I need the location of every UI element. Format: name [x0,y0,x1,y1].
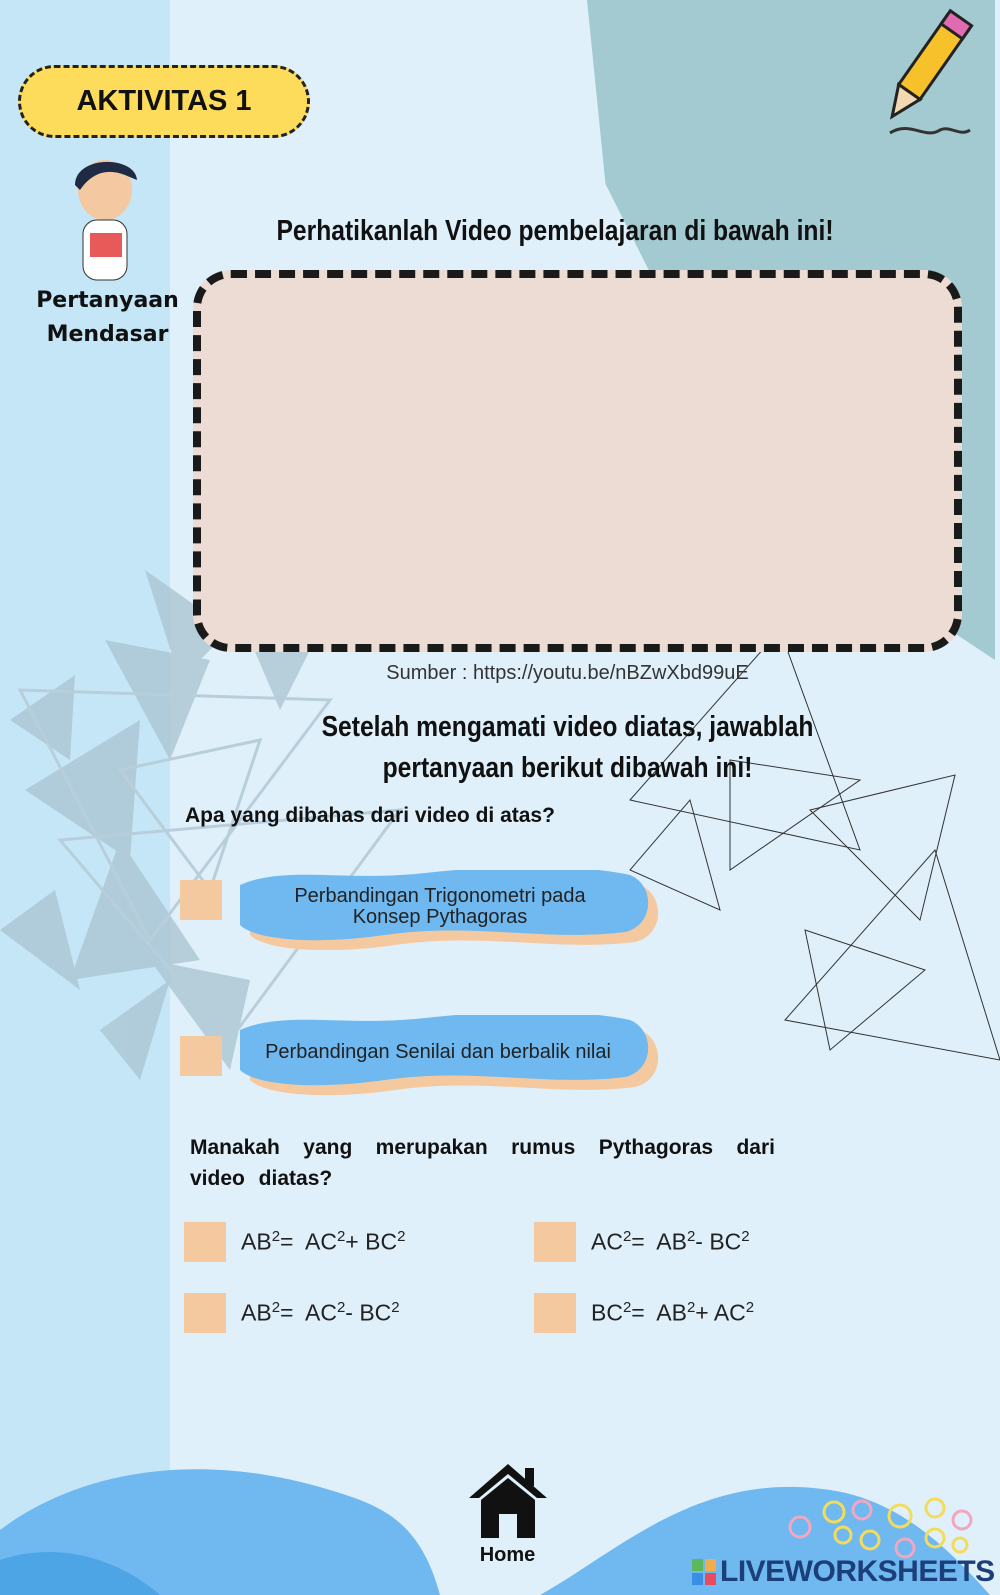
term: AB [656,1228,687,1255]
exponent: 2 [336,1299,346,1316]
exponent: 2 [745,1299,755,1316]
term: AB [241,1228,272,1255]
question-2: Manakah yang merupakan rumus Pythagoras … [190,1136,775,1190]
term: AB [241,1299,272,1326]
operator: - [345,1299,353,1326]
liveworksheets-logo: LIVEWORKSHEETS [692,1555,995,1589]
equals: = [631,1228,645,1255]
instruction-heading: Setelah mengamati video diatas, jawablah… [321,711,814,784]
answer-checkbox-2[interactable] [180,1036,222,1076]
equals: = [280,1228,294,1255]
term: AC [304,1228,337,1255]
term: AC [591,1228,623,1255]
term: AC [304,1299,337,1326]
operator: - [695,1228,703,1255]
exponent: 2 [391,1299,400,1316]
option-1-label[interactable]: Perbandingan Trigonometri pada Konsep Py… [294,885,586,928]
exponent: 2 [622,1228,632,1245]
term: BC [359,1299,392,1326]
operator: + [695,1299,709,1326]
video-source: Sumber : https://youtu.be/nBZwXbd99uE [386,662,749,684]
video-player[interactable] [193,270,962,652]
logo-text: LIVEWORKSHEETS [720,1555,995,1588]
formula-checkbox-3[interactable] [184,1293,226,1333]
equals: = [280,1299,294,1326]
activity-badge: AKTIVITAS 1 [18,65,310,138]
exponent: 2 [741,1228,750,1245]
sidebar-label: Pertanyaan Mendasar [36,288,179,347]
option-bubble [240,1015,659,1095]
exponent: 2 [271,1299,281,1316]
home-icon [468,1464,547,1538]
option-bubble [240,870,659,950]
formula-option-4[interactable]: BC2= AB2+ AC2 [591,1299,754,1327]
exponent: 2 [271,1228,281,1245]
pencil-icon [889,8,974,135]
operator: + [345,1228,359,1255]
home-label: Home [479,1544,536,1566]
term: AB [656,1299,687,1326]
formula-option-2[interactable]: AC2= AB2- BC2 [591,1228,750,1256]
option-2-label[interactable]: Perbandingan Senilai dan berbalik nilai [265,1041,611,1063]
logo-mark-icon [692,1559,716,1585]
term: BC [591,1299,623,1326]
formula-checkbox-4[interactable] [534,1293,576,1333]
formula-option-3[interactable]: AB2= AC2- BC2 [241,1299,400,1327]
question-1: Apa yang dibahas dari video di atas? [185,804,555,827]
term: BC [709,1228,742,1255]
exponent: 2 [397,1228,406,1245]
exponent: 2 [336,1228,346,1245]
home-button[interactable]: Home [465,1462,550,1567]
bottom-waves [0,1469,990,1595]
video-heading: Perhatikanlah Video pembelajaran di bawa… [276,215,834,247]
exponent: 2 [686,1299,696,1316]
formula-checkbox-2[interactable] [534,1222,576,1262]
exponent: 2 [622,1299,632,1316]
student-illustration [75,160,137,281]
decorative-triangles [0,570,1000,1080]
exponent: 2 [686,1228,696,1245]
term: AC [713,1299,746,1326]
answer-checkbox-1[interactable] [180,880,222,920]
equals: = [631,1299,645,1326]
formula-checkbox-1[interactable] [184,1222,226,1262]
formula-option-1[interactable]: AB2= AC2+ BC2 [241,1228,405,1256]
term: BC [365,1228,398,1255]
